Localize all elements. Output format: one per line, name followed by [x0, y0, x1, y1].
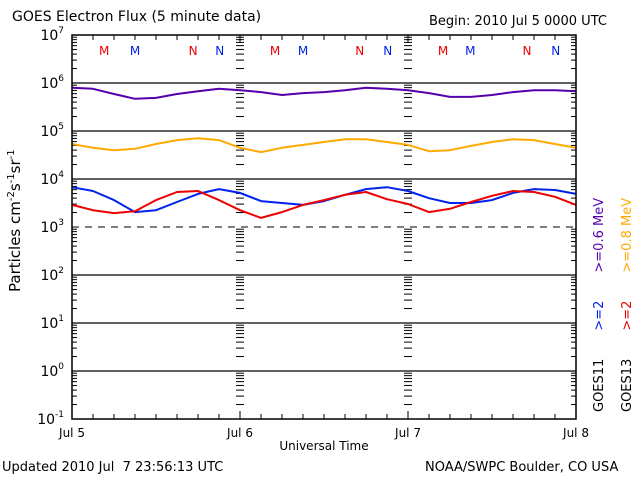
x-tick-label: Jul 7: [394, 426, 421, 440]
legend-text: GOES13: [620, 359, 635, 412]
legend-text: >=2: [592, 301, 607, 331]
x-tick-labels: Jul 5 Jul 6 Jul 7 Jul 8: [58, 426, 589, 440]
chart-title: GOES Electron Flux (5 minute data): [12, 9, 262, 25]
event-marker: M: [298, 44, 308, 58]
y-tick-label: 107: [40, 26, 64, 44]
event-marker: N: [215, 44, 224, 58]
y-tick-label: 10-1: [37, 410, 64, 428]
series-line-goes13-2-mev: [71, 190, 577, 219]
series-line-goes13-0-8-mev: [71, 137, 577, 154]
y-tick-label: 100: [40, 362, 64, 380]
series-layer: [71, 86, 577, 219]
y-axis-label: Particles cm-2s-1sr-1: [6, 149, 24, 292]
x-tick-label: Jul 8: [562, 426, 589, 440]
grid-layer: [72, 82, 576, 372]
credit-label: NOAA/SWPC Boulder, CO USA: [425, 460, 619, 475]
legend-text: GOES11: [592, 359, 607, 412]
event-marker: M: [130, 44, 140, 58]
x-tick-label: Jul 6: [226, 426, 253, 440]
event-marker: M: [99, 44, 109, 58]
event-marker: M: [270, 44, 280, 58]
x-axis-label: Universal Time: [279, 439, 368, 453]
event-marker: N: [551, 44, 560, 58]
event-marker: N: [383, 44, 392, 58]
series-line-goes11-0-6-mev: [71, 86, 577, 100]
event-marker: N: [523, 44, 532, 58]
legend: GOES11 >=2 >=0.6 MeV GOES13 >=2 >=0.8 MeV: [592, 198, 635, 412]
begin-label: Begin: 2010 Jul 5 0000 UTC: [429, 14, 607, 29]
event-marker: M: [465, 44, 475, 58]
updated-timestamp: Updated 2010 Jul 7 23:56:13 UTC: [2, 460, 224, 475]
y-tick-label: 101: [40, 314, 64, 332]
plot-frame: [71, 34, 577, 420]
y-tick-label: 102: [40, 266, 64, 284]
event-marker: M: [438, 44, 448, 58]
y-tick-label: 105: [40, 122, 64, 140]
legend-text: >=2: [620, 301, 635, 331]
legend-text: >=0.6 MeV: [592, 198, 607, 273]
event-marker: N: [355, 44, 364, 58]
legend-text: >=0.8 MeV: [620, 198, 635, 273]
legend-entry: GOES11 >=2 >=0.6 MeV: [592, 198, 607, 412]
y-tick-label: 103: [40, 218, 64, 236]
y-tick-label: 104: [40, 170, 64, 188]
y-tick-label: 106: [40, 74, 64, 92]
event-marker: N: [189, 44, 198, 58]
x-tick-label: Jul 5: [58, 426, 85, 440]
legend-entry: GOES13 >=2 >=0.8 MeV: [620, 198, 635, 412]
y-tick-labels: 107 106 105 104 103 102 101 100 10-1: [37, 26, 64, 428]
tick-layer: [71, 35, 577, 419]
